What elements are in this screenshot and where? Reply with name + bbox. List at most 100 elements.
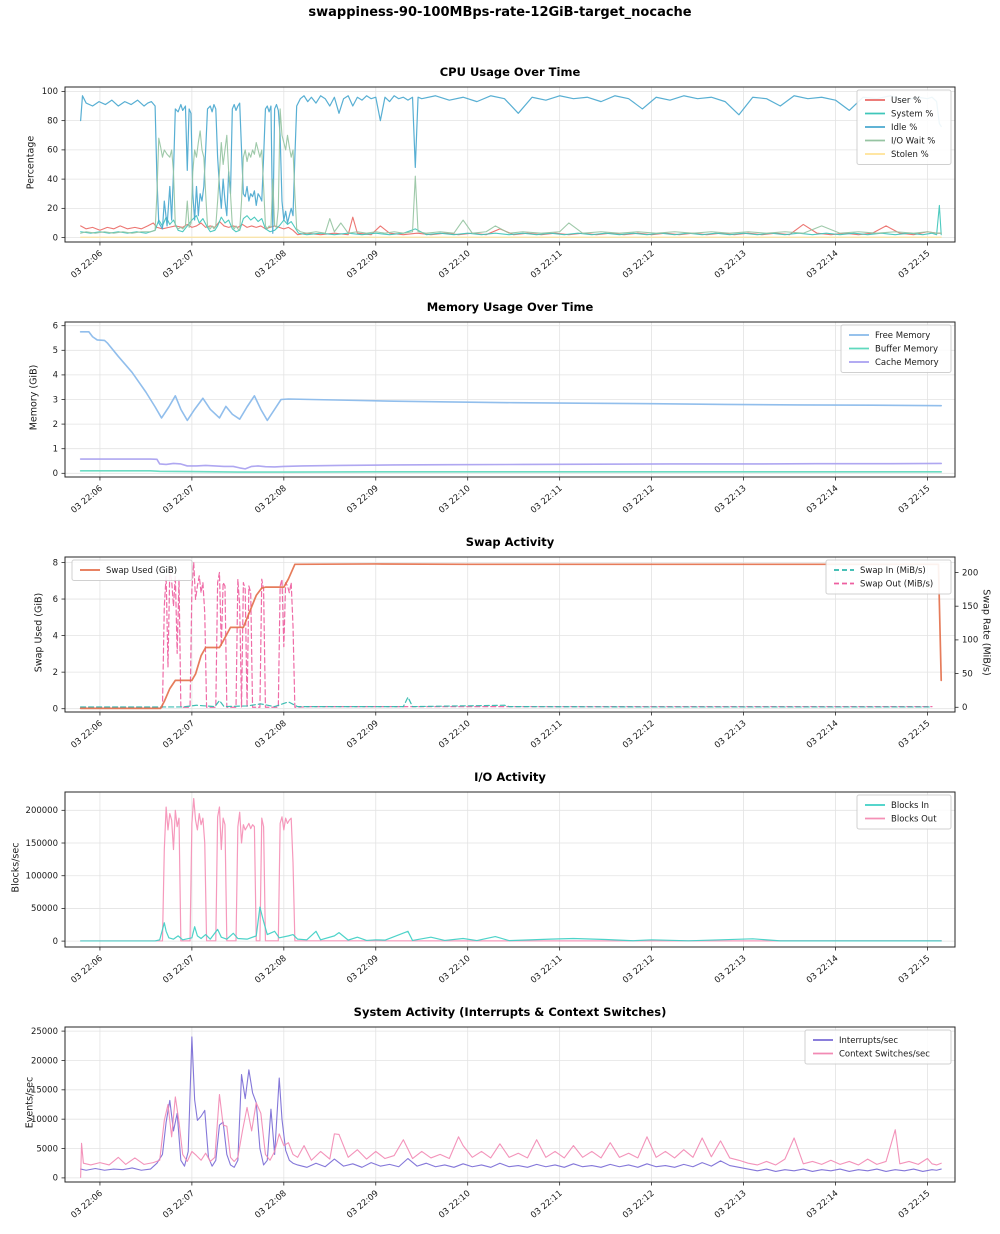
series-free-memory: [79, 331, 943, 422]
y-tick-label: 150000: [26, 839, 58, 849]
legend: Swap Used (GiB): [71, 559, 193, 581]
x-tick-label: 03 22:14: [805, 719, 841, 751]
x-tick-label: 03 22:14: [805, 484, 841, 516]
legend-label-swap-in-mib-s: Swap In (MiB/s): [860, 566, 926, 576]
y-tick-label: 0: [53, 469, 58, 479]
io-activity-chart: I/O Activity Blocks/sec 0 50000 100000 1500…: [0, 763, 1000, 999]
cpu-chart-title: CPU Usage Over Time: [439, 65, 581, 79]
y-tick-label: 5: [53, 346, 58, 356]
legend-label-interrupts-sec: Interrupts/sec: [839, 1036, 898, 1046]
y-tick-label: 6: [53, 595, 58, 605]
y-tick-label: 25000: [31, 1027, 58, 1037]
legend-label-blocks-out: Blocks Out: [891, 814, 937, 824]
series-interrupts-sec: [80, 1036, 942, 1172]
x-tick-label: 03 22:11: [529, 954, 565, 986]
legend-label-buffer-memory: Buffer Memory: [875, 344, 938, 354]
x-tick-label: 03 22:07: [161, 954, 197, 986]
legend: Free Memory Buffer Memory Cache Memory: [840, 324, 952, 373]
x-tick-label: 03 22:15: [897, 484, 933, 516]
y-tick-label: 200000: [26, 806, 58, 816]
x-tick-label: 03 22:07: [161, 1189, 197, 1221]
series-swap-in-mib-s: [80, 696, 933, 708]
system-activity-chart: System Activity (Interrupts & Context Sw…: [0, 998, 1000, 1234]
y-tick-label: 1: [53, 445, 58, 455]
y-tick-label: 0: [53, 705, 58, 715]
y-tick-label: 20000: [31, 1056, 58, 1066]
legend: Swap In (MiB/s) Swap Out (MiB/s): [825, 559, 952, 595]
y-tick-label-right: 0: [962, 703, 967, 713]
x-tick-label: 03 22:06: [69, 249, 105, 281]
series-group: [80, 797, 942, 942]
y-tick-label-right: 150: [962, 602, 978, 612]
y-tick-label: 0: [53, 233, 58, 243]
x-tick-label: 03 22:11: [529, 1189, 565, 1221]
series-context-switches-sec: [80, 1093, 942, 1178]
x-tick-label: 03 22:07: [161, 249, 197, 281]
system-plot: 0 5000 10000 15000 20000 25000 03 22:06 03 22:0…: [31, 1026, 956, 1221]
y-tick-label: 3: [53, 395, 58, 405]
series-cache-memory: [79, 458, 943, 470]
x-tick-label: 03 22:11: [529, 249, 565, 281]
y-tick-label: 60: [47, 146, 58, 156]
x-tick-label: 03 22:11: [529, 719, 565, 751]
grid: [65, 87, 955, 242]
x-tick-label: 03 22:07: [161, 719, 197, 751]
y-tick-label: 8: [53, 558, 58, 568]
grid: [65, 322, 955, 477]
x-tick-label: 03 22:09: [345, 1189, 381, 1221]
x-tick-label: 03 22:13: [713, 249, 749, 281]
y-tick-label-right: 50: [962, 669, 973, 679]
io-plot: 0 50000 100000 150000 200000 03 22:06 03 22:07…: [26, 791, 956, 986]
x-tick-label: 03 22:14: [805, 1189, 841, 1221]
legend: Interrupts/sec Context Switches/sec: [804, 1029, 952, 1065]
legend-label-system: System %: [891, 109, 933, 119]
x-tick-label: 03 22:08: [253, 954, 289, 986]
legend-label-free-memory: Free Memory: [875, 331, 930, 341]
y-tick-label-right: 200: [962, 568, 978, 578]
series-buffer-memory: [79, 470, 943, 473]
y-tick-label: 100: [42, 87, 58, 97]
x-tick-label: 03 22:10: [437, 954, 473, 986]
y-tick-label: 80: [47, 116, 58, 126]
series-group: [80, 95, 942, 238]
y-tick-label: 50000: [31, 904, 58, 914]
figure-title: swappiness-90-100MBps-rate-12GiB-target_…: [308, 5, 692, 20]
legend: User % System % Idle % I/O Wait % Stolen %: [856, 89, 952, 165]
y-tick-label: 2: [53, 420, 58, 430]
x-tick-label: 03 22:09: [345, 954, 381, 986]
series-blocks-in: [80, 906, 942, 942]
swap-chart-title: Swap Activity: [465, 535, 555, 549]
swap-activity-chart: Swap Activity Swap Used (GiB) Swap Rate …: [0, 528, 1000, 764]
legend-label-stolen: Stolen %: [891, 150, 929, 160]
x-tick-label: 03 22:09: [345, 484, 381, 516]
x-tick-label: 03 22:06: [69, 484, 105, 516]
x-tick-label: 03 22:10: [437, 1189, 473, 1221]
x-tick-label: 03 22:08: [253, 1189, 289, 1221]
x-tick-label: 03 22:09: [345, 249, 381, 281]
x-tick-label: 03 22:13: [713, 719, 749, 751]
legend-label-context-switches-sec: Context Switches/sec: [839, 1049, 930, 1059]
legend-label-blocks-in: Blocks In: [891, 801, 929, 811]
series-idle: [80, 95, 942, 234]
y-tick-label: 0: [53, 1174, 58, 1184]
y-tick-label: 100000: [26, 872, 58, 882]
y-tick-label: 4: [53, 371, 58, 381]
legend-label-swap-out-mib-s: Swap Out (MiB/s): [860, 579, 933, 589]
legend: Blocks In Blocks Out: [856, 794, 952, 830]
series-system: [80, 204, 942, 236]
io-chart-title: I/O Activity: [474, 770, 546, 784]
x-tick-label: 03 22:09: [345, 719, 381, 751]
cpu-usage-chart: CPU Usage Over Time Percentage 0 20 40 60 80…: [0, 58, 1000, 294]
x-tick-label: 03 22:15: [897, 719, 933, 751]
x-tick-label: 03 22:12: [621, 954, 657, 986]
y-tick-label: 2: [53, 668, 58, 678]
y-tick-label: 15000: [31, 1086, 58, 1096]
x-tick-label: 03 22:06: [69, 1189, 105, 1221]
y-tick-label: 6: [53, 321, 58, 331]
series-blocks-out: [80, 797, 942, 942]
y-tick-label: 4: [53, 631, 58, 641]
y-tick-label: 10000: [31, 1115, 58, 1125]
legend-label-i-o-wait: I/O Wait %: [891, 136, 935, 146]
